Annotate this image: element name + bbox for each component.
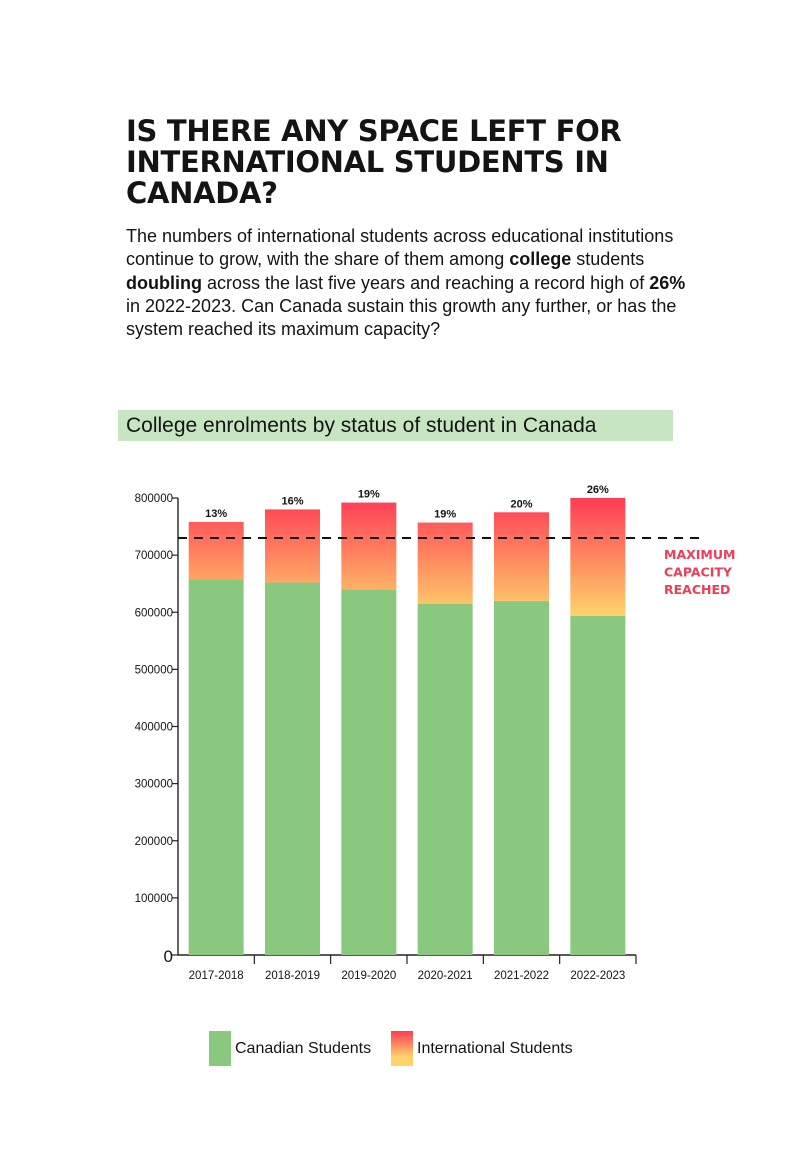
bar-international [265, 509, 320, 583]
bar-international [417, 522, 473, 604]
x-tick-label: 2018-2019 [265, 970, 320, 982]
bar-canadian [188, 579, 244, 955]
y-tick-label: 800000 [135, 493, 173, 505]
bar-canadian [494, 600, 549, 955]
headline-line-2: INTERNATIONAL STUDENTS IN [126, 145, 609, 179]
bar-international [570, 498, 626, 616]
x-axis: 2017-2018 2018-2019 2019-2020 2020-2021 2021… [178, 954, 637, 982]
y-tick-label: 500000 [135, 664, 173, 676]
legend-swatch-canadian [209, 1031, 231, 1066]
y-tick-label: 200000 [135, 836, 173, 848]
legend-swatch-international [391, 1031, 413, 1066]
y-tick-label: 400000 [135, 722, 173, 734]
bar-international [188, 521, 244, 580]
lede-paragraph: The numbers of international students ac… [126, 225, 686, 341]
bar-international [494, 512, 549, 601]
x-tick-label: 2017-2018 [189, 970, 244, 982]
bar-canadian [570, 615, 626, 955]
headline: IS THERE ANY SPACE LEFT FOR INTERNATIONA… [126, 116, 686, 209]
bar-percent-label: 16% [281, 495, 303, 507]
bar-canadian [265, 582, 320, 955]
y-tick-label: 700000 [135, 550, 173, 562]
lede-bold-percent: 26% [649, 272, 686, 293]
lede-text-2: students [571, 249, 645, 270]
lede-bold-doubling: doubling [126, 272, 202, 293]
y-tick-label: 600000 [135, 607, 173, 619]
y-axis: 0 100000 200000 300000 400000 500000 600000 700… [135, 493, 179, 966]
x-tick-label: 2020-2021 [418, 970, 473, 982]
bar-percent-label: 19% [434, 509, 456, 521]
bar-international [341, 502, 397, 590]
bar-canadian [341, 589, 397, 955]
bar-percent-label: 13% [205, 508, 227, 520]
y-tick-label: 100000 [135, 893, 173, 905]
capacity-label: REACHED [664, 582, 730, 597]
x-tick-label: 2021-2022 [494, 970, 549, 982]
lede-text-4: in 2022-2023. Can Canada sustain this gr… [126, 295, 677, 340]
lede-text-1: The numbers of international students ac… [126, 226, 674, 270]
legend-label-international: International Students [417, 1040, 573, 1057]
capacity-label: CAPACITY [664, 565, 733, 580]
bar-percent-label: 19% [358, 489, 380, 501]
bar-percent-label: 26% [587, 484, 609, 496]
lede-bold-college: college [509, 249, 572, 270]
bars: 13% 16% 19% 19% 20% 26% [188, 484, 626, 955]
legend-label-canadian: Canadian Students [235, 1040, 372, 1057]
x-tick-label: 2019-2020 [341, 970, 396, 982]
bar-percent-label: 20% [510, 498, 532, 510]
y-tick-label: 300000 [135, 779, 173, 791]
chart-title: College enrolments by status of student … [118, 410, 673, 441]
x-tick-label: 2022-2023 [570, 970, 625, 982]
y-tick-label: 0 [164, 947, 173, 966]
headline-line-1: IS THERE ANY SPACE LEFT FOR [126, 114, 622, 148]
capacity-line-group: MAXIMUM CAPACITY REACHED [178, 536, 735, 597]
capacity-label: MAXIMUM [664, 547, 735, 562]
headline-line-3: CANADA? [126, 176, 278, 210]
bar-canadian [417, 603, 473, 955]
lede-text-3: across the last five years and reaching … [201, 272, 650, 293]
